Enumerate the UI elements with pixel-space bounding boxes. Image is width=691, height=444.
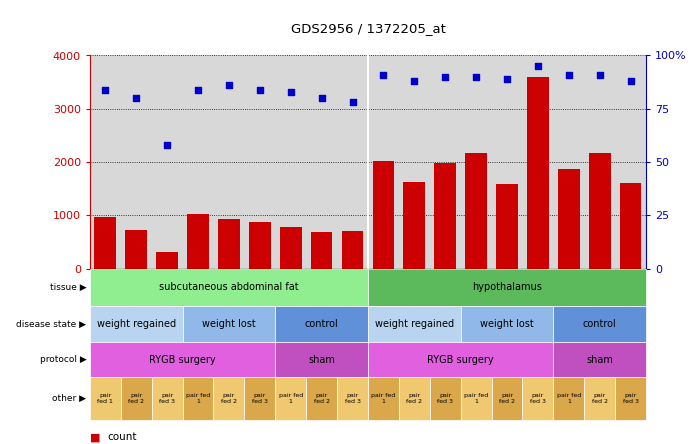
- Bar: [527, 77, 549, 269]
- Bar: [589, 153, 611, 269]
- Text: pair
fed 2: pair fed 2: [314, 393, 330, 404]
- Text: pair fed
1: pair fed 1: [278, 393, 303, 404]
- Point: [502, 75, 513, 83]
- Bar: [496, 184, 518, 269]
- Point: [223, 82, 234, 89]
- Text: hypothalamus: hypothalamus: [472, 282, 542, 293]
- Text: control: control: [583, 319, 616, 329]
- Text: pair
fed 2: pair fed 2: [129, 393, 144, 404]
- Bar: [311, 232, 332, 269]
- Bar: [125, 230, 147, 269]
- Point: [131, 95, 142, 102]
- Text: weight lost: weight lost: [480, 319, 534, 329]
- Text: sham: sham: [586, 355, 613, 365]
- Text: protocol ▶: protocol ▶: [39, 355, 86, 364]
- Point: [378, 71, 389, 78]
- Text: pair
fed 2: pair fed 2: [499, 393, 515, 404]
- Bar: [187, 214, 209, 269]
- Bar: [435, 163, 456, 269]
- Point: [254, 86, 265, 93]
- Bar: [465, 153, 487, 269]
- Point: [285, 88, 296, 95]
- Text: pair fed
1: pair fed 1: [371, 393, 395, 404]
- Text: count: count: [107, 432, 137, 442]
- Text: pair fed
1: pair fed 1: [464, 393, 489, 404]
- Text: pair fed
1: pair fed 1: [186, 393, 210, 404]
- Bar: [341, 231, 363, 269]
- Point: [193, 86, 204, 93]
- Text: pair
fed 3: pair fed 3: [252, 393, 268, 404]
- Text: pair
fed 2: pair fed 2: [221, 393, 237, 404]
- Text: RYGB surgery: RYGB surgery: [427, 355, 494, 365]
- Text: weight regained: weight regained: [375, 319, 454, 329]
- Text: subcutaneous abdominal fat: subcutaneous abdominal fat: [159, 282, 299, 293]
- Point: [532, 63, 543, 70]
- Point: [100, 86, 111, 93]
- Text: RYGB surgery: RYGB surgery: [149, 355, 216, 365]
- Text: pair
fed 2: pair fed 2: [591, 393, 607, 404]
- Point: [162, 142, 173, 149]
- Text: ■: ■: [90, 432, 100, 442]
- Point: [471, 73, 482, 80]
- Bar: [372, 161, 395, 269]
- Text: weight regained: weight regained: [97, 319, 176, 329]
- Text: tissue ▶: tissue ▶: [50, 283, 86, 292]
- Point: [347, 99, 358, 106]
- Text: weight lost: weight lost: [202, 319, 256, 329]
- Point: [594, 71, 605, 78]
- Text: control: control: [305, 319, 339, 329]
- Text: disease state ▶: disease state ▶: [17, 320, 86, 329]
- Text: GDS2956 / 1372205_at: GDS2956 / 1372205_at: [290, 23, 446, 36]
- Bar: [404, 182, 425, 269]
- Point: [625, 78, 636, 85]
- Point: [316, 95, 327, 102]
- Bar: [156, 252, 178, 269]
- Point: [409, 78, 420, 85]
- Bar: [249, 222, 271, 269]
- Text: other ▶: other ▶: [53, 394, 86, 403]
- Bar: [620, 183, 641, 269]
- Text: pair
fed 3: pair fed 3: [623, 393, 638, 404]
- Text: pair fed
1: pair fed 1: [557, 393, 581, 404]
- Text: sham: sham: [308, 355, 335, 365]
- Text: pair
fed 3: pair fed 3: [345, 393, 361, 404]
- Bar: [280, 227, 301, 269]
- Bar: [558, 169, 580, 269]
- Point: [439, 73, 451, 80]
- Text: pair
fed 3: pair fed 3: [159, 393, 175, 404]
- Text: pair
fed 1: pair fed 1: [97, 393, 113, 404]
- Text: pair
fed 2: pair fed 2: [406, 393, 422, 404]
- Point: [563, 71, 574, 78]
- Text: pair
fed 3: pair fed 3: [437, 393, 453, 404]
- Bar: [95, 217, 116, 269]
- Bar: [218, 219, 240, 269]
- Text: pair
fed 3: pair fed 3: [530, 393, 546, 404]
